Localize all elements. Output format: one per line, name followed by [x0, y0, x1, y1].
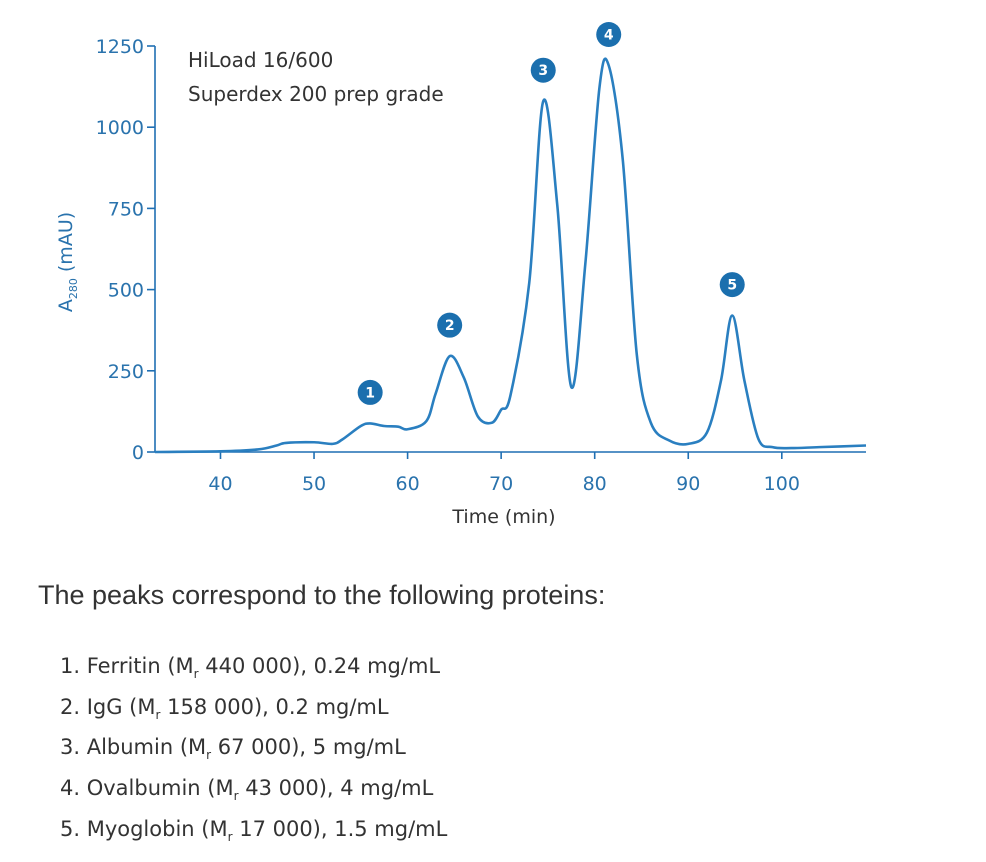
- y-tick-label: 0: [132, 442, 144, 464]
- peak-badge-number: 5: [727, 278, 737, 294]
- peak-badge-4: 4: [596, 21, 622, 47]
- protein-name: 1. Ferritin (M: [60, 654, 194, 678]
- mr-subscript: r: [227, 829, 233, 844]
- x-tick-label: 40: [208, 473, 232, 495]
- x-axis-label: Time (min): [451, 506, 555, 528]
- protein-details: 43 000), 4 mg/mL: [238, 776, 434, 801]
- peaks-intro-text: The peaks correspond to the following pr…: [38, 580, 606, 610]
- x-tick-label: 100: [764, 473, 800, 495]
- protein-details: 440 000), 0.24 mg/mL: [198, 654, 441, 678]
- y-tick-label: 750: [108, 198, 144, 220]
- mr-subscript: r: [155, 707, 161, 722]
- peak-badge-3: 3: [530, 57, 556, 83]
- protein-list-item: 2. IgG (Mr 158 000), 0.2 mg/mL: [60, 691, 447, 732]
- x-tick-label: 80: [583, 473, 607, 495]
- protein-list-item: 1. Ferritin (Mr 440 000), 0.24 mg/mL: [60, 650, 447, 691]
- y-tick-label: 1000: [96, 117, 144, 139]
- x-tick-label: 70: [489, 473, 513, 495]
- protein-name: 2. IgG (M: [60, 694, 156, 719]
- peak-badge-number: 2: [445, 318, 455, 334]
- peak-badge-number: 1: [365, 385, 375, 401]
- x-axis-ticks: 40 50 60 70 80 90 100: [208, 452, 800, 495]
- mr-subscript: r: [206, 748, 212, 763]
- peak-badge-number: 3: [538, 63, 548, 79]
- peak-badge-number: 4: [604, 27, 614, 43]
- peak-badge-circle: [437, 312, 463, 338]
- y-axis-label-unit: (mAU): [55, 212, 77, 278]
- chromatogram-chart: 0 250 500 750 1000 1250 40 50 60 70 80 90 100 A280 …: [55, 21, 867, 528]
- protein-list-item: 4. Ovalbumin (Mr 43 000), 4 mg/mL: [60, 772, 447, 813]
- y-tick-label: 1250: [96, 36, 144, 58]
- protein-details: 158 000), 0.2 mg/mL: [160, 694, 389, 719]
- peak-badge-5: 5: [719, 272, 745, 298]
- mr-subscript: r: [193, 667, 199, 682]
- peak-badge-circle: [596, 21, 622, 47]
- protein-name: 4. Ovalbumin (M: [60, 776, 234, 801]
- column-name-line-1: HiLoad 16/600: [188, 48, 333, 72]
- peak-badge-1: 1: [357, 379, 383, 405]
- peak-badges: 1 2 3 4 5: [357, 21, 745, 405]
- protein-details: 17 000), 1.5 mg/mL: [232, 816, 448, 841]
- y-axis-label-subscript: 280: [67, 278, 80, 299]
- absorbance-trace: [154, 57, 867, 454]
- y-tick-label: 250: [108, 361, 144, 383]
- x-tick-label: 90: [676, 473, 700, 495]
- peak-badge-circle: [719, 272, 745, 298]
- protein-list: 1. Ferritin (Mr 440 000), 0.24 mg/mL 2. I…: [60, 650, 447, 853]
- y-tick-label: 500: [108, 280, 144, 302]
- protein-details: 67 000), 5 mg/mL: [211, 735, 406, 760]
- y-axis-label-main: A: [55, 299, 77, 312]
- protein-name: 5. Myoglobin (M: [60, 816, 228, 841]
- protein-name: 3. Albumin (M: [60, 735, 207, 760]
- peak-badge-2: 2: [437, 312, 463, 338]
- peak-badge-circle: [530, 57, 556, 83]
- protein-list-item: 3. Albumin (Mr 67 000), 5 mg/mL: [60, 731, 447, 772]
- column-name-line-2: Superdex 200 prep grade: [188, 82, 444, 106]
- protein-list-item: 5. Myoglobin (Mr 17 000), 1.5 mg/mL: [60, 813, 447, 854]
- x-tick-label: 50: [302, 473, 326, 495]
- peak-badge-circle: [357, 379, 383, 405]
- x-tick-label: 60: [395, 473, 419, 495]
- y-axis-ticks: 0 250 500 750 1000 1250: [96, 36, 155, 464]
- y-axis-label: A280 (mAU): [55, 212, 80, 312]
- mr-subscript: r: [233, 789, 239, 804]
